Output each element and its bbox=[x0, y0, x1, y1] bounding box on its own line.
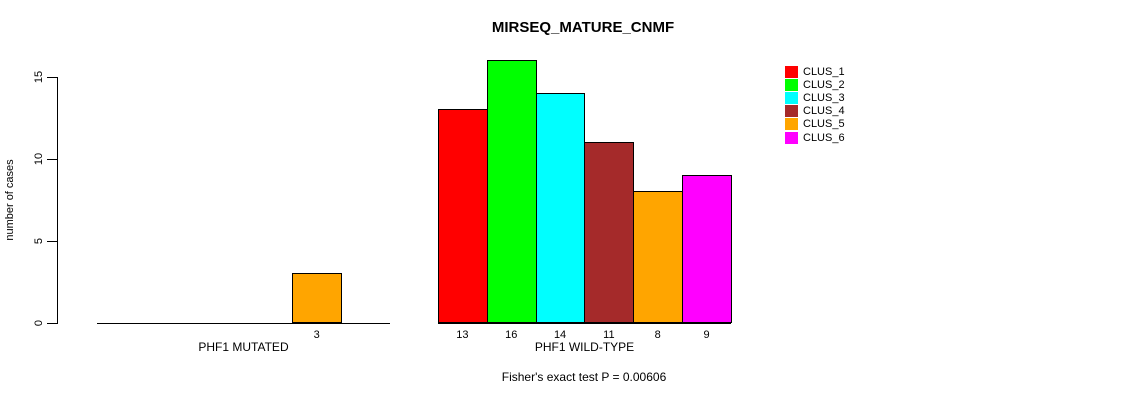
y-tick-label: 10 bbox=[33, 152, 45, 165]
legend-row: CLUS_2 bbox=[785, 78, 845, 91]
y-axis-tick bbox=[47, 240, 57, 242]
legend: CLUS_1 CLUS_2 CLUS_3 CLUS_4 CLUS_5 CLUS_6 bbox=[785, 65, 845, 144]
legend-label: CLUS_1 bbox=[803, 65, 845, 78]
legend-row: CLUS_4 bbox=[785, 105, 845, 118]
bar-clus_2 bbox=[486, 60, 537, 324]
legend-swatch bbox=[785, 65, 798, 78]
legend-label: CLUS_4 bbox=[803, 105, 845, 118]
bar-value-label: 14 bbox=[553, 329, 567, 341]
bar-clus_6 bbox=[682, 174, 732, 324]
bar-value-label: 11 bbox=[603, 329, 615, 341]
legend-label: CLUS_5 bbox=[803, 118, 845, 131]
legend-row: CLUS_5 bbox=[785, 118, 845, 131]
group-label: PHF1 WILD-TYPE bbox=[534, 340, 635, 354]
legend-row: CLUS_3 bbox=[785, 91, 845, 104]
group-baseline bbox=[438, 323, 731, 324]
bar-value-label: 16 bbox=[505, 329, 518, 341]
legend-swatch bbox=[785, 105, 798, 118]
bar-clus_3 bbox=[535, 92, 586, 324]
y-tick-label: 15 bbox=[33, 70, 45, 83]
bar-clus_5 bbox=[292, 273, 343, 324]
legend-label: CLUS_6 bbox=[803, 131, 845, 144]
legend-swatch bbox=[785, 78, 798, 91]
y-tick-label: 0 bbox=[33, 319, 45, 326]
legend-swatch bbox=[785, 91, 798, 104]
legend-row: CLUS_1 bbox=[785, 65, 845, 78]
bar-value-label: 8 bbox=[654, 329, 661, 341]
legend-swatch bbox=[785, 118, 798, 131]
bar-clus_5 bbox=[633, 191, 684, 324]
y-axis-label: number of cases bbox=[4, 159, 16, 241]
bar-clus_1 bbox=[438, 109, 488, 324]
legend-swatch bbox=[785, 131, 798, 144]
legend-row: CLUS_6 bbox=[785, 131, 845, 144]
group-baseline bbox=[97, 323, 390, 324]
bar-value-label: 3 bbox=[313, 329, 320, 341]
bar-value-label: 9 bbox=[703, 329, 710, 341]
group-label: PHF1 MUTATED bbox=[198, 340, 289, 354]
y-axis-tick bbox=[47, 322, 57, 324]
legend-label: CLUS_3 bbox=[803, 91, 845, 104]
annotation-text: Fisher's exact test P = 0.00606 bbox=[501, 370, 667, 384]
chart-title: MIRSEQ_MATURE_CNMF bbox=[491, 19, 675, 36]
y-axis-tick bbox=[47, 76, 57, 78]
legend-label: CLUS_2 bbox=[803, 78, 845, 91]
bar-clus_4 bbox=[584, 142, 635, 324]
bar-value-label: 13 bbox=[456, 329, 469, 341]
y-axis-tick bbox=[47, 158, 57, 160]
y-axis-line bbox=[57, 76, 58, 324]
y-tick-label: 5 bbox=[33, 237, 45, 244]
